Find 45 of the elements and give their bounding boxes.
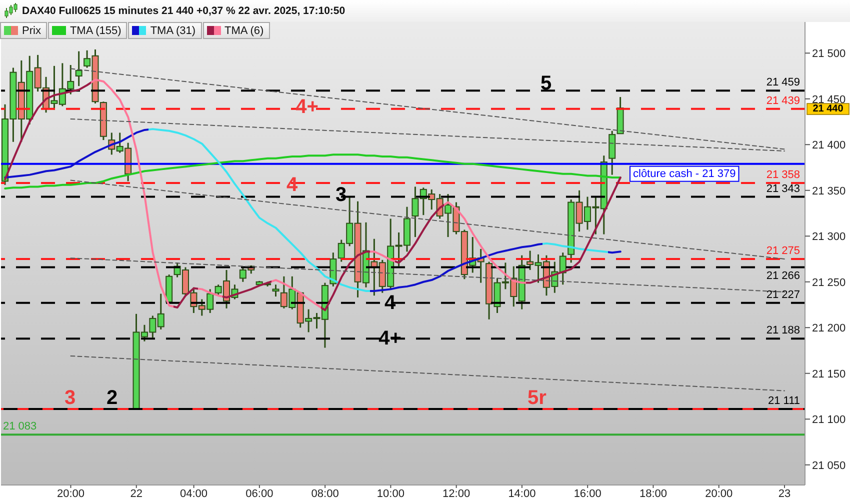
ref-line-label: 21 111	[768, 395, 800, 408]
x-tick-label: 12:00	[442, 488, 470, 500]
x-tick-label: 20:00	[705, 488, 733, 500]
y-tick-label: 21 250	[812, 276, 846, 289]
annotation: 5r	[528, 387, 547, 410]
x-tick-label: 16:00	[574, 488, 602, 500]
x-tick-label: 18:00	[639, 488, 667, 500]
x-tick-label: 22	[130, 488, 142, 500]
chart-title: DAX40 Full0625 15 minutes 21 440 +0,37 % 22 avr. 2025, 17:10:50	[22, 4, 346, 19]
x-tick-label: 04:00	[180, 488, 208, 500]
legend-label: Prix	[22, 24, 41, 36]
legend-label: TMA (31)	[150, 24, 196, 36]
ref-line-label: 21 266	[766, 270, 800, 282]
ref-line-label: clôture cash - 21 379	[633, 168, 736, 180]
legend-label: TMA (155)	[70, 24, 122, 36]
y-tick-label: 21 100	[812, 414, 846, 426]
ref-line-label: 21 343	[766, 182, 800, 195]
x-tick-label: 20:00	[56, 488, 84, 500]
x-tick-label: 08:00	[311, 488, 339, 500]
x-tick-label: 14:00	[508, 488, 536, 500]
ref-line-label: 21 275	[766, 244, 800, 257]
annotation: 4+	[296, 96, 318, 118]
ref-line-label: 21 083	[3, 420, 37, 433]
y-tick-label: 21 050	[812, 460, 846, 472]
annotation: 4	[286, 174, 298, 196]
y-tick-label: 21 300	[812, 231, 846, 244]
ref-line-label: 21 459	[766, 76, 800, 89]
y-tick-label: 21 150	[812, 368, 846, 380]
text: 21 440	[812, 104, 844, 115]
annotation: 3	[64, 387, 76, 410]
ref-line-label: 21 188	[766, 324, 800, 337]
ref-line-label: 21 439	[766, 94, 800, 107]
y-tick-label: 21 400	[812, 140, 846, 152]
ref-line-label: 21 358	[766, 169, 800, 182]
x-tick-label: 10:00	[376, 488, 404, 500]
legend-label: TMA (6)	[224, 24, 264, 36]
y-tick-label: 21 200	[812, 322, 846, 335]
y-tick-label: 21 500	[812, 48, 846, 60]
y-tick-label: 21 450	[812, 94, 846, 106]
annotation: 2	[106, 387, 118, 410]
y-tick-label: 21 350	[812, 185, 846, 198]
annotation: 5	[540, 72, 552, 95]
x-tick-label: 06:00	[246, 488, 274, 500]
x-tick-label: 23	[778, 488, 791, 500]
ref-line-label: 21 227	[766, 288, 800, 301]
